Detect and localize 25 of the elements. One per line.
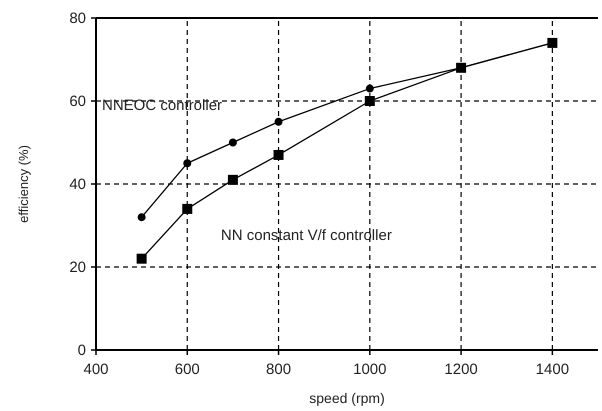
point — [228, 174, 238, 185]
y-tick-label: 80 — [69, 10, 86, 27]
text: NN constant V/f controller — [220, 226, 392, 244]
y-axis-title: efficiency (%) — [16, 145, 31, 223]
point — [274, 150, 284, 160]
x-tick-label: 1200 — [444, 361, 478, 378]
x-tick-label: 800 — [266, 361, 292, 378]
series-label: NNEOC controller — [102, 96, 222, 114]
y-tick-label: 0 — [78, 342, 86, 359]
point — [183, 159, 192, 168]
x-tick-label: 600 — [174, 361, 200, 378]
point — [364, 96, 375, 106]
y-tick-label: 20 — [69, 259, 86, 276]
x-tick-label: 1400 — [536, 361, 570, 378]
x-tick-label: 1000 — [353, 361, 387, 378]
point — [228, 138, 237, 146]
x-axis-title: speed (rpm) — [309, 390, 385, 406]
point — [136, 254, 147, 264]
point — [274, 118, 283, 126]
point — [182, 204, 192, 214]
point — [138, 213, 146, 222]
x-tick-label: 400 — [83, 361, 109, 378]
point — [366, 84, 374, 93]
y-tick-label: 60 — [69, 93, 86, 110]
y-tick-label: 40 — [69, 176, 86, 193]
